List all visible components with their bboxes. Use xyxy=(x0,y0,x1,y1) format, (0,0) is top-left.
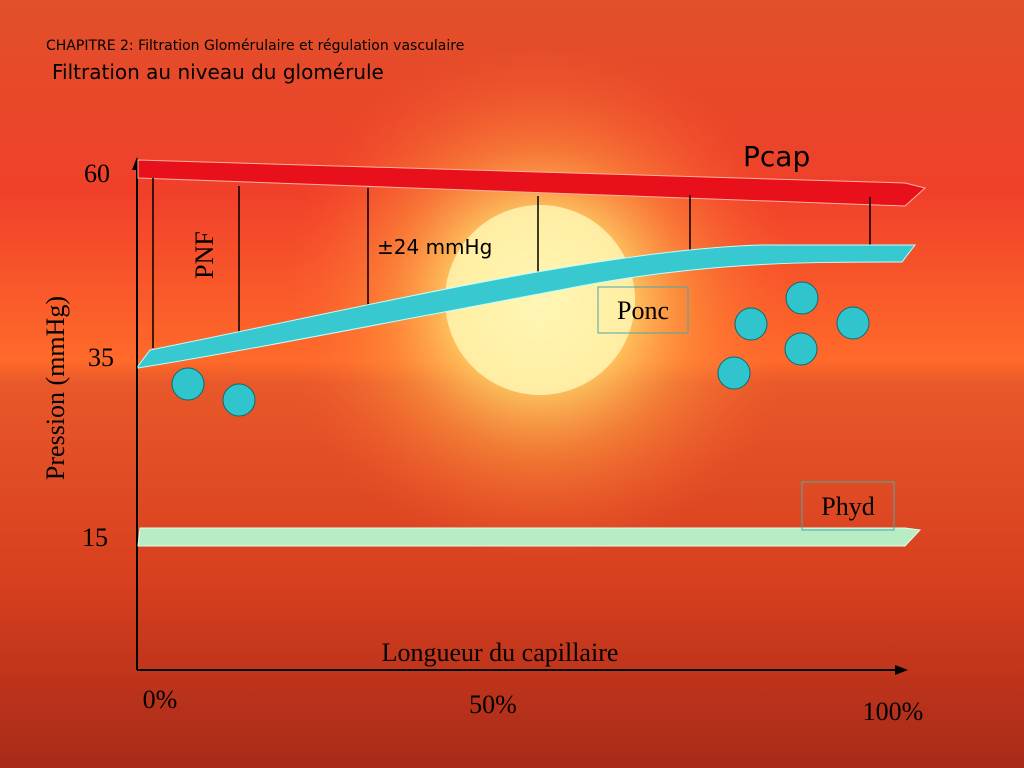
x-axis-label: Longueur du capillaire xyxy=(382,638,619,667)
ponc-box xyxy=(597,286,689,334)
x-tick-label: 100% xyxy=(863,697,924,726)
ponc-label: Ponc xyxy=(617,296,669,325)
phyd-label: Phyd xyxy=(821,492,874,521)
y-tick-label: 35 xyxy=(88,343,114,372)
ponc-band xyxy=(137,244,917,369)
sun xyxy=(445,205,635,395)
slide-title: Filtration au niveau du glomérule xyxy=(52,60,384,84)
chapter-title: CHAPITRE 2: Filtration Glomérulaire et r… xyxy=(46,38,464,54)
x-tick-label: 50% xyxy=(469,690,517,719)
protein-circles xyxy=(171,281,870,417)
y-tick-label: 15 xyxy=(82,523,108,552)
y-tick-label: 60 xyxy=(84,159,110,188)
y-axis-label: Pression (mmHg) xyxy=(41,296,70,480)
x-arrow xyxy=(895,665,908,675)
pcap-band xyxy=(137,159,927,207)
pnf-lines xyxy=(152,178,871,348)
pnf-label: PNF xyxy=(190,231,219,279)
phyd-box xyxy=(801,481,895,531)
phyd-band xyxy=(137,527,922,547)
pcap-label: Pcap xyxy=(743,140,810,173)
difference-label: ±24 mmHg xyxy=(377,235,492,259)
x-tick-label: 0% xyxy=(143,685,178,714)
